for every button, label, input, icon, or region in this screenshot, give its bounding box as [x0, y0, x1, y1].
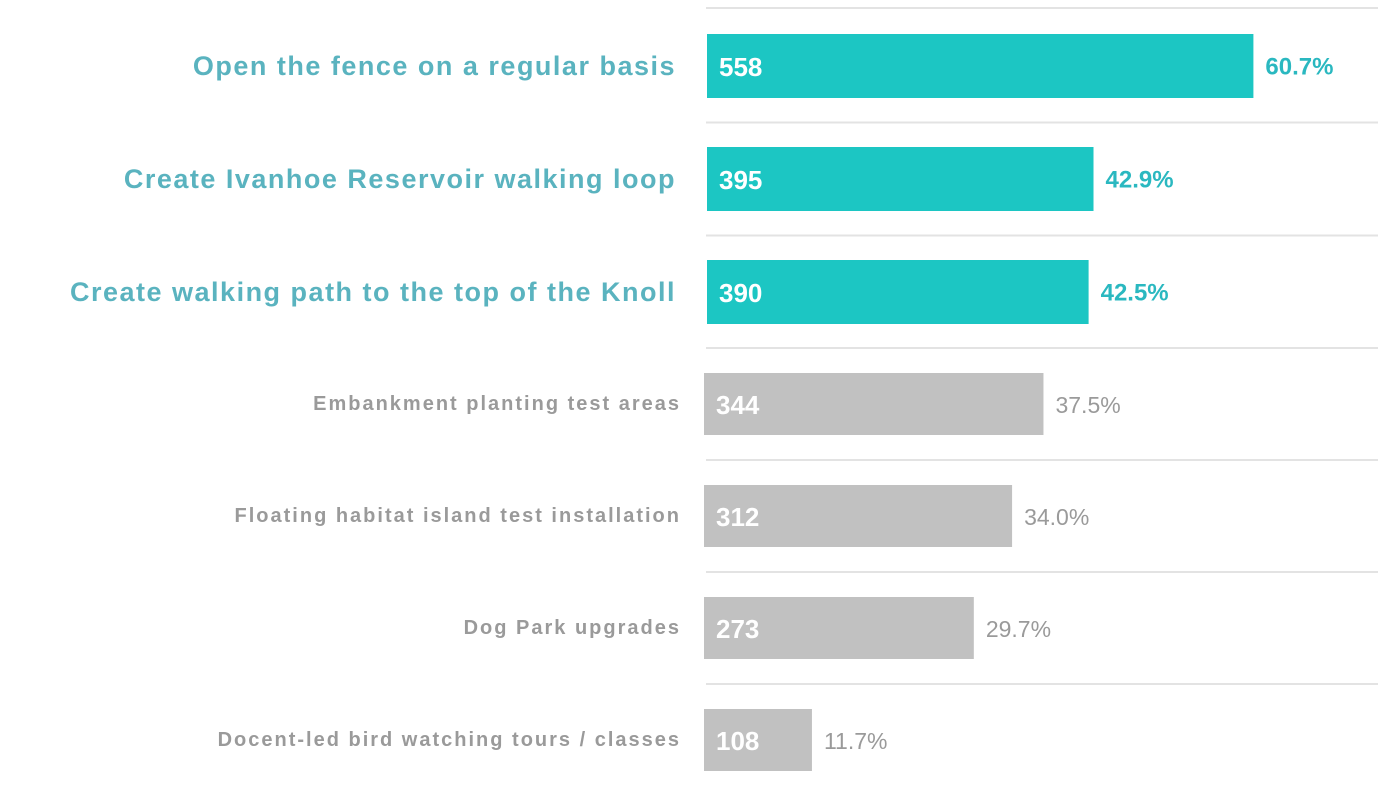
bar [704, 373, 1044, 435]
value-label: 108 [716, 726, 759, 756]
value-label: 395 [719, 165, 762, 195]
value-label: 312 [716, 502, 759, 532]
bar [707, 34, 1254, 98]
bar [704, 485, 1013, 547]
value-label: 273 [716, 614, 759, 644]
category-label: Open the fence on a regular basis [193, 51, 676, 81]
category-label: Dog Park upgrades [464, 617, 681, 639]
category-label: Docent-led bird watching tours / classes [218, 729, 681, 751]
share-label: 34.0% [1024, 504, 1089, 530]
category-label: Create walking path to the top of the Kn… [70, 277, 676, 307]
value-label: 558 [719, 52, 762, 82]
category-label: Embankment planting test areas [313, 393, 681, 415]
category-label: Create Ivanhoe Reservoir walking loop [124, 164, 676, 194]
bar [704, 597, 974, 659]
share-label: 29.7% [986, 616, 1051, 642]
bar [704, 709, 812, 771]
share-label: 11.7% [824, 728, 888, 754]
share-label: 42.9% [1106, 167, 1174, 194]
share-label: 42.5% [1101, 280, 1169, 307]
share-label: 60.7% [1265, 54, 1333, 81]
bar [707, 147, 1094, 211]
bar [707, 260, 1089, 324]
value-label: 344 [716, 390, 760, 420]
category-label: Floating habitat island test installatio… [235, 505, 681, 527]
share-label: 37.5% [1055, 392, 1120, 418]
value-label: 390 [719, 278, 762, 308]
